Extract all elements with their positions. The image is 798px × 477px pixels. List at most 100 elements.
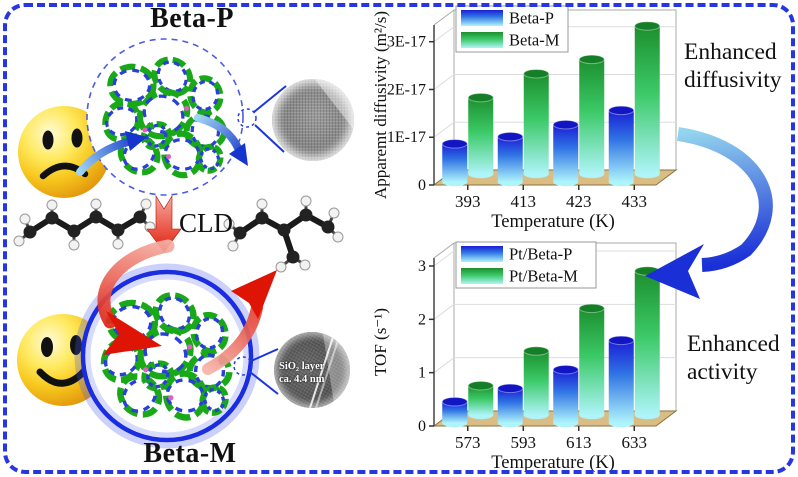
bar-Beta-P-433 — [608, 110, 634, 182]
y-tick-label: 1E-17 — [387, 129, 426, 146]
x-tick-label: 593 — [511, 433, 537, 452]
tem-bright-region — [314, 79, 354, 130]
y-tick-label: 1 — [418, 365, 426, 382]
y-tick-label: 0 — [418, 418, 426, 435]
zoom-region-circle-bottom — [233, 356, 253, 376]
y-tick-label: 2 — [418, 311, 426, 328]
callout-line — [249, 371, 279, 395]
x-tick-label: 613 — [566, 433, 592, 452]
bar-Pt/Beta-M-573-cap — [467, 380, 494, 391]
sio2-caption-line1: SiO₂ layer — [279, 361, 325, 372]
enhanced-activity-line1: Enhanced — [687, 331, 780, 357]
bar-Pt/Beta-P-593 — [497, 388, 523, 423]
legend-swatch-Pt/Beta-P — [461, 246, 503, 262]
bar-Beta-M-433 — [634, 25, 660, 175]
diffusion-arrow-in-icon — [76, 131, 147, 176]
bar-Beta-M-413 — [523, 73, 549, 174]
legend-label: Pt/Beta-M — [509, 267, 578, 286]
y-tick-label: 0 — [418, 177, 426, 194]
bar-Beta-P-393 — [442, 143, 468, 182]
x-tick-label: 573 — [455, 433, 481, 452]
legend-swatch-Pt/Beta-M — [461, 268, 503, 284]
gridline — [433, 121, 455, 138]
beta-m-zeolite-structure — [100, 292, 233, 421]
bar-Beta-M-423 — [579, 59, 605, 174]
bar-Beta-P-433-cap — [608, 105, 635, 116]
bar-Beta-P-413 — [497, 136, 523, 182]
x-tick-label: 433 — [622, 192, 648, 211]
x-tick-label: 633 — [622, 433, 648, 452]
x-axis-title: Temperature (K) — [491, 212, 615, 232]
gridline — [433, 250, 455, 267]
beta-p-zeolite-structure — [102, 56, 228, 179]
bar-Pt/Beta-M-613-cap — [578, 303, 605, 314]
zoom-region-circle-top — [237, 108, 257, 128]
gridline — [433, 26, 455, 43]
n-hexane-molecule — [13, 198, 156, 251]
bar-Pt/Beta-M-593 — [523, 351, 549, 415]
legend-swatch-Beta-P — [461, 10, 503, 26]
y-axis-title: TOF (s⁻¹) — [371, 308, 390, 376]
enhanced-diffusivity-line2: diffusivity — [684, 67, 782, 94]
beta-m-title: Beta-M — [143, 438, 237, 469]
sad-face-icon — [18, 106, 110, 198]
bar-Pt/Beta-P-593-cap — [497, 383, 524, 394]
callout-line — [254, 124, 285, 153]
gridline — [433, 303, 455, 320]
bar-Pt/Beta-M-573 — [468, 385, 494, 415]
bar-Beta-M-423-cap — [578, 54, 605, 65]
bar-Pt/Beta-P-613 — [553, 369, 579, 423]
bar-Beta-M-393 — [468, 97, 494, 174]
callout-line — [253, 85, 287, 113]
x-tick-label: 413 — [511, 192, 537, 211]
bar-Pt/Beta-P-573-cap — [441, 396, 468, 407]
bar-Beta-P-423 — [553, 124, 579, 182]
bar-Pt/Beta-M-633 — [634, 271, 660, 415]
beta-p-title: Beta-P — [150, 3, 234, 34]
bar-Pt/Beta-P-573 — [442, 401, 468, 423]
x-tick-label: 423 — [566, 192, 592, 211]
enhanced-diffusivity-text: Enhanced diffusivity — [684, 38, 782, 94]
branched-alkane-molecule — [223, 195, 344, 273]
x-axis-title: Temperature (K) — [491, 453, 615, 473]
enhanced-activity-line2: activity — [687, 359, 758, 386]
bar-Pt/Beta-P-613-cap — [552, 364, 579, 375]
product-out-arrow-icon — [202, 270, 277, 375]
sio2-caption-line2: ca. 4.4 nm — [279, 374, 325, 386]
bar-Beta-P-393-cap — [441, 139, 468, 149]
gridline — [433, 74, 455, 90]
y-axis-title: Apparemt diffusivity (m²/s) — [371, 11, 390, 199]
diffusivity-chart: 0 1E-17 2E-17 3E-17 393 413 423 433 Temperature … — [371, 5, 678, 232]
legend-swatch-Beta-M — [461, 32, 503, 48]
callout-line — [250, 348, 279, 362]
bar-Beta-M-413-cap — [523, 68, 550, 79]
cld-arrow-icon — [146, 194, 182, 253]
enhanced-diffusivity-line1: Enhanced — [684, 39, 777, 65]
sio2-caption: SiO₂ layer ca. 4.4 nm — [279, 360, 325, 386]
tem-image-beta-m: SiO₂ layer ca. 4.4 nm — [274, 332, 350, 408]
bar-Beta-M-433-cap — [634, 21, 661, 31]
y-tick-label: 2E-17 — [387, 81, 426, 98]
enhanced-activity-text: Enhanced activity — [687, 330, 780, 386]
y-tick-label: 3E-17 — [387, 34, 426, 51]
gridline — [433, 357, 455, 374]
tem-image-beta-p — [272, 79, 354, 161]
bar-Pt/Beta-P-633-cap — [608, 335, 635, 346]
legend-label: Beta-P — [509, 9, 554, 28]
bar-Beta-P-423-cap — [552, 119, 579, 130]
bar-Pt/Beta-P-633 — [608, 340, 634, 423]
x-tick-label: 393 — [455, 192, 481, 211]
bar-Beta-P-413-cap — [497, 131, 524, 142]
left-scheme-art — [13, 38, 344, 449]
diffusion-arrow-out-icon — [194, 114, 248, 166]
tof-chart: 0 1 2 3 573 593 613 633 Temperature (K) TOF (s⁻¹)… — [371, 241, 678, 473]
legend-label: Beta-M — [509, 31, 560, 50]
legend-label: Pt/Beta-P — [509, 245, 572, 264]
bar-Pt/Beta-M-593-cap — [523, 346, 550, 356]
reactant-in-arrow-icon — [97, 239, 175, 355]
flow-arrow-icon — [645, 127, 773, 299]
bar-Beta-M-393-cap — [467, 92, 494, 103]
cld-label: CLD — [179, 208, 233, 238]
y-tick-label: 3 — [418, 258, 426, 275]
